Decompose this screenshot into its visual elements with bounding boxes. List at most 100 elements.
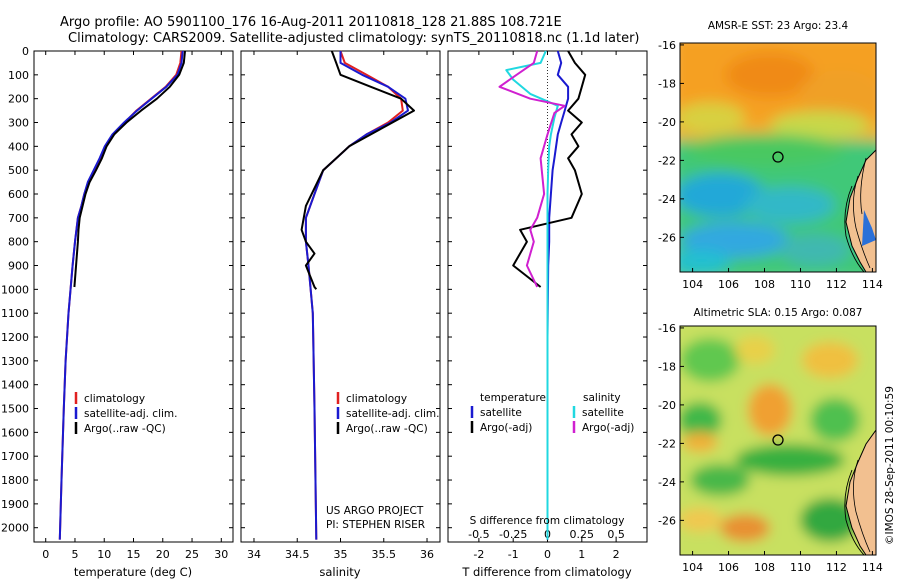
map-y-tick-label: -16: [658, 39, 676, 52]
figure-title-line1: Argo profile: AO 5901100_176 16-Aug-2011…: [60, 15, 562, 30]
map-y-tick-label: -16: [658, 322, 676, 335]
sst-map-frame: [679, 42, 877, 273]
depth-tick-labels: 0 100 200 300 400 500 600 700 800 900 1000 1100 1200…: [1, 45, 647, 535]
temperature-legend: climatology satellite-adj. clim. Argo(..…: [74, 392, 177, 435]
legend-s-argo-label: Argo(-adj): [582, 422, 634, 434]
depth-tick-label: 1100: [1, 307, 29, 320]
argo-raw-qc-line: [300, 50, 415, 290]
map-x-tick-label: 108: [754, 278, 775, 291]
map-x-tick-label: 112: [826, 561, 847, 574]
x-tick-label: -2: [473, 548, 484, 561]
map-y-tick-label: -22: [658, 154, 676, 167]
legend-argo-label: Argo(..raw -QC): [84, 423, 166, 435]
sla-argo-location-marker: [772, 434, 784, 446]
salinity-argo-adj-line: [498, 50, 566, 288]
x-tick-label: 1: [578, 548, 585, 561]
map-y-tick-label: -26: [658, 231, 676, 244]
salinity-legend: climatology satellite-adj. clim. Argo(..…: [336, 392, 439, 435]
depth-tick-label: 800: [8, 236, 29, 249]
x-tick-label: 34: [247, 548, 261, 561]
x-tick-label: 34.5: [285, 548, 310, 561]
sst-map-title: AMSR-E SST: 23 Argo: 23.4: [708, 20, 849, 32]
map-y-tick-label: -18: [658, 77, 676, 90]
map-y-tick-label: -26: [658, 514, 676, 527]
depth-tick-label: 700: [8, 212, 29, 225]
temperature-axis-label: temperature (deg C): [74, 565, 192, 579]
depth-tick-label: 1600: [1, 426, 29, 439]
depth-tick-label: 1700: [1, 450, 29, 463]
depth-tick-label: 2000: [1, 522, 29, 535]
map-x-tick-label: 110: [790, 278, 811, 291]
depth-tick-label: 1400: [1, 379, 29, 392]
salinity-difference-tick-label: 0.5: [607, 528, 625, 541]
x-tick-label: 2: [613, 548, 620, 561]
x-tick-label: -1: [508, 548, 519, 561]
salinity-axis-label: salinity: [319, 565, 360, 579]
x-tick-label: 20: [156, 548, 170, 561]
salinity-satellite-line: [505, 50, 559, 540]
depth-tick-label: 500: [8, 164, 29, 177]
depth-tick-label: 1500: [1, 403, 29, 416]
sla-map-ticks: 104 106 108 110 112 114 -16 -18 -20 -22 -24 -26: [658, 322, 883, 574]
depth-tick-label: 1200: [1, 331, 29, 344]
depth-tick-label: 900: [8, 260, 29, 273]
x-tick-label: 0: [544, 548, 551, 561]
sst-map: [680, 43, 876, 272]
salinity-panel-frame: [240, 50, 441, 543]
salinity-axis-ticks: 34 34.5 35 35.5 36: [247, 51, 434, 561]
depth-tick-label: 200: [8, 93, 29, 106]
temperature-panel-frame: [33, 50, 234, 543]
legend-temperature-header: temperature: [480, 392, 546, 404]
depth-tick-label: 1000: [1, 283, 29, 296]
depth-tick-label: 1900: [1, 498, 29, 511]
project-pi: PI: STEPHEN RISER: [326, 519, 425, 531]
x-tick-label: 5: [71, 548, 78, 561]
x-tick-label: 15: [127, 548, 141, 561]
x-tick-label: 10: [97, 548, 111, 561]
difference-legend: temperature salinity satellite Argo(-adj…: [470, 392, 634, 434]
x-tick-label: 30: [214, 548, 228, 561]
figure-title-line2: Climatology: CARS2009. Satellite-adjuste…: [68, 31, 640, 46]
salinity-profiles: [300, 50, 415, 540]
salinity-difference-axis-label: S difference from climatology: [470, 515, 625, 527]
x-tick-label: 35: [334, 548, 348, 561]
map-x-tick-label: 104: [682, 561, 703, 574]
map-x-tick-label: 106: [718, 561, 739, 574]
depth-tick-label: 1300: [1, 355, 29, 368]
depth-tick-label: 0: [22, 45, 29, 58]
x-tick-label: 35.5: [372, 548, 397, 561]
map-y-tick-label: -22: [658, 437, 676, 450]
sla-map-title: Altimetric SLA: 0.15 Argo: 0.087: [694, 307, 863, 319]
satellite-adj-clim-line: [304, 51, 409, 540]
x-tick-label: 25: [185, 548, 199, 561]
map-y-tick-label: -24: [658, 476, 676, 489]
map-y-tick-label: -24: [658, 193, 676, 206]
map-x-tick-label: 104: [682, 278, 703, 291]
sst-argo-location-marker: [772, 151, 784, 163]
depth-tick-label: 300: [8, 117, 29, 130]
temperature-axis-ticks: 0 5 10 15 20 25 30: [42, 51, 228, 561]
depth-tick-label: 600: [8, 188, 29, 201]
legend-s-satellite-label: satellite: [582, 407, 624, 419]
legend-satellite-label: satellite-adj. clim.: [84, 408, 177, 420]
imos-credit: ©IMOS 28-Sep-2011 00:10:59: [884, 386, 896, 545]
legend-climatology-label: climatology: [346, 393, 407, 405]
map-y-tick-label: -20: [658, 116, 676, 129]
salinity-difference-tick-label: -0.5: [468, 528, 489, 541]
sla-map: [680, 326, 876, 555]
difference-profiles: [498, 50, 587, 540]
argo-raw-qc-line: [73, 50, 186, 288]
legend-t-satellite-label: satellite: [480, 407, 522, 419]
legend-argo-label: Argo(..raw -QC): [346, 423, 428, 435]
temperature-profiles: [58, 50, 186, 540]
map-x-tick-label: 108: [754, 561, 775, 574]
depth-tick-label: 100: [8, 69, 29, 82]
sst-map-ticks: 104 106 108 110 112 114 -16 -18 -20 -22 -24 -26: [658, 39, 883, 291]
salinity-difference-tick-label: -0.25: [499, 528, 527, 541]
satellite-adj-clim-line: [58, 50, 184, 540]
legend-t-argo-label: Argo(-adj): [480, 422, 532, 434]
map-x-tick-label: 110: [790, 561, 811, 574]
legend-satellite-label: satellite-adj. clim.: [346, 408, 439, 420]
map-x-tick-label: 112: [826, 278, 847, 291]
